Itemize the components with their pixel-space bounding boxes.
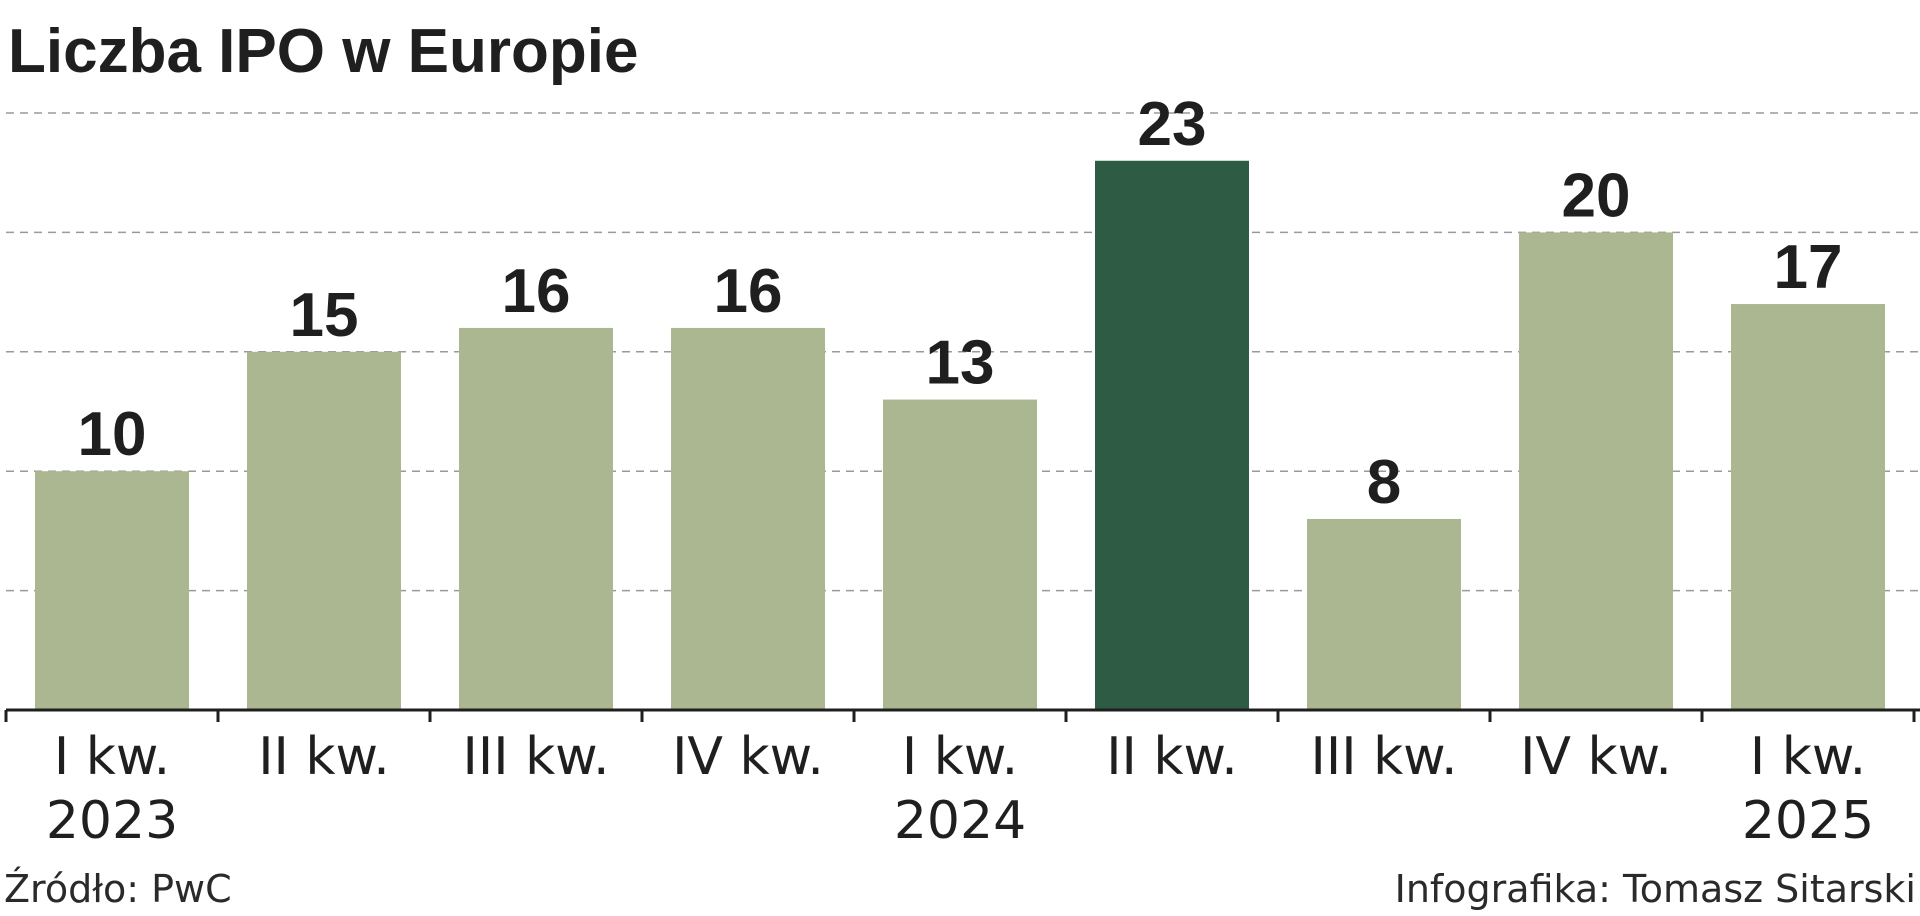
value-label-3: 16 bbox=[714, 257, 783, 326]
x-tick-label-0-line-1: 2023 bbox=[46, 791, 178, 851]
bar-0 bbox=[35, 471, 189, 710]
x-tick-label-1-line-0: II kw. bbox=[258, 727, 390, 787]
x-tick-label-8-line-1: 2025 bbox=[1742, 791, 1874, 851]
bars bbox=[35, 160, 1885, 710]
value-label-2: 16 bbox=[502, 257, 571, 326]
x-axis bbox=[4, 708, 1920, 722]
bar-3 bbox=[671, 327, 825, 710]
bar-4 bbox=[883, 399, 1037, 710]
value-label-0: 10 bbox=[78, 400, 147, 469]
x-tick-label-4-line-0: I kw. bbox=[902, 727, 1018, 787]
x-tick-label-5-line-0: II kw. bbox=[1106, 727, 1238, 787]
x-tick-label-0-line-0: I kw. bbox=[54, 727, 170, 787]
x-tick-label-4-line-1: 2024 bbox=[894, 791, 1026, 851]
x-tick-label-2-line-0: III kw. bbox=[463, 727, 610, 787]
value-label-5: 23 bbox=[1138, 90, 1207, 159]
bar-1 bbox=[247, 351, 401, 710]
source-note: Źródło: PwC bbox=[4, 867, 232, 911]
bar-6 bbox=[1307, 518, 1461, 710]
x-tick-label-6-line-0: III kw. bbox=[1311, 727, 1458, 787]
value-label-4: 13 bbox=[926, 329, 995, 398]
credit-note: Infografika: Tomasz Sitarski bbox=[1395, 867, 1916, 911]
value-label-8: 17 bbox=[1774, 233, 1843, 302]
value-label-6: 8 bbox=[1367, 448, 1401, 517]
bar-5 bbox=[1095, 160, 1249, 710]
bar-8 bbox=[1731, 304, 1885, 710]
x-tick-label-7-line-0: IV kw. bbox=[1520, 727, 1672, 787]
x-tick-label-3-line-0: IV kw. bbox=[672, 727, 824, 787]
x-tick-label-8-line-0: I kw. bbox=[1750, 727, 1866, 787]
value-label-7: 20 bbox=[1562, 161, 1631, 230]
bar-7 bbox=[1519, 232, 1673, 710]
value-label-1: 15 bbox=[290, 281, 359, 350]
chart-title: Liczba IPO w Europie bbox=[8, 17, 638, 86]
value-labels: 10 15 16 16 13 23 8 20 17 bbox=[78, 90, 1843, 517]
bar-2 bbox=[459, 327, 613, 710]
